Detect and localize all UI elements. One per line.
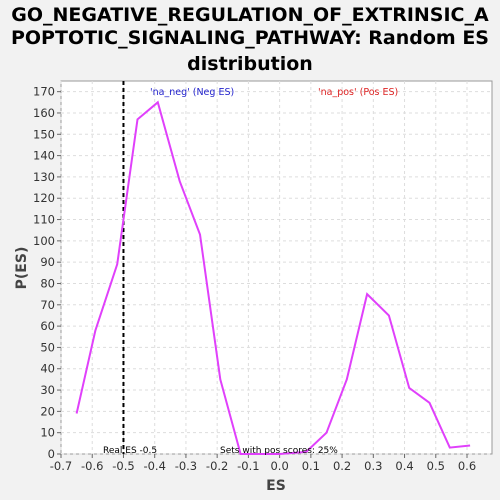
x-tick-label: 0.2 xyxy=(333,459,351,473)
x-tick-label: 0.3 xyxy=(364,459,382,473)
y-tick-label: 100 xyxy=(33,234,55,248)
y-tick-label: 10 xyxy=(40,426,55,440)
x-axis-ticks: -0.7 -0.6 -0.5 -0.4 -0.3 -0.2 -0.1 0.0 0.1 0.2 0.3… xyxy=(50,454,476,473)
y-tick-label: 160 xyxy=(33,106,55,120)
x-tick-label: -0.4 xyxy=(143,459,165,473)
y-tick-label: 130 xyxy=(33,170,55,184)
y-tick-label: 50 xyxy=(40,340,55,354)
x-tick-label: -0.1 xyxy=(237,459,259,473)
x-tick-label: -0.7 xyxy=(50,459,72,473)
y-tick-label: 170 xyxy=(33,85,55,99)
y-tick-label: 150 xyxy=(33,127,55,141)
y-axis-label: P(ES) xyxy=(14,247,30,290)
plot-area xyxy=(60,80,493,455)
x-axis-label: ES xyxy=(266,478,286,494)
y-tick-label: 140 xyxy=(33,149,55,163)
real-es-label: Real ES -0.5 xyxy=(103,446,157,456)
x-tick-label: -0.3 xyxy=(175,459,197,473)
x-tick-label: 0.5 xyxy=(427,459,445,473)
y-tick-label: 0 xyxy=(48,447,55,461)
x-tick-label: 0.4 xyxy=(395,459,413,473)
y-tick-label: 60 xyxy=(40,319,55,333)
y-tick-label: 40 xyxy=(40,362,55,376)
y-tick-label: 90 xyxy=(40,255,55,269)
chart-title: GO_NEGATIVE_REGULATION_OF_EXTRINSIC_A PO… xyxy=(11,4,489,75)
title-line-3: distribution xyxy=(187,53,313,75)
x-tick-label: 0.6 xyxy=(458,459,476,473)
x-tick-label: -0.2 xyxy=(206,459,228,473)
title-line-1: GO_NEGATIVE_REGULATION_OF_EXTRINSIC_A xyxy=(11,4,489,26)
y-tick-label: 20 xyxy=(40,404,55,418)
pos-scores-label: Sets with pos scores: 25% xyxy=(220,446,338,456)
x-tick-label: 0.0 xyxy=(270,459,288,473)
x-tick-label: 0.1 xyxy=(302,459,320,473)
y-tick-label: 70 xyxy=(40,298,55,312)
y-tick-label: 110 xyxy=(33,213,55,227)
legend-neg: 'na_neg' (Neg ES) xyxy=(150,87,234,98)
legend-pos: 'na_pos' (Pos ES) xyxy=(318,87,398,98)
x-tick-label: -0.5 xyxy=(112,459,134,473)
y-tick-label: 80 xyxy=(40,276,55,290)
title-line-2: POPTOTIC_SIGNALING_PATHWAY: Random ES xyxy=(11,27,489,49)
series-line xyxy=(75,100,471,455)
x-tick-label: -0.6 xyxy=(81,459,103,473)
y-axis-ticks: 0 10 20 30 40 50 60 70 80 90 100 110 120 130 140 150 160… xyxy=(33,85,61,461)
y-tick-label: 30 xyxy=(40,383,55,397)
y-tick-label: 120 xyxy=(33,191,55,205)
grid xyxy=(60,81,492,455)
